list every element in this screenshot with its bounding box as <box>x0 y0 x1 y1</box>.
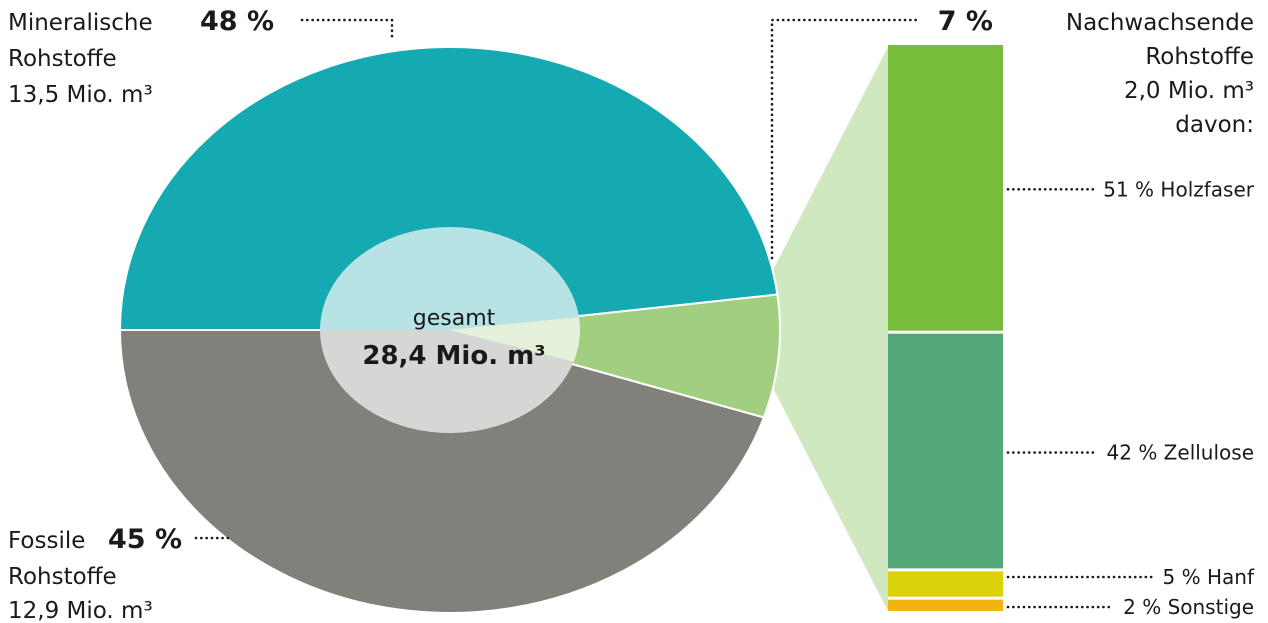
label-renewable-pct: 7 % <box>938 6 993 37</box>
pie-slice-fossil <box>118 329 766 614</box>
label-mineral-name2: Rohstoffe <box>8 46 117 72</box>
bar-segment-zellulose <box>888 333 1003 569</box>
bar-label-sonstige: 2 % Sonstige <box>1123 595 1254 619</box>
label-fossil-name2: Rohstoffe <box>8 564 117 590</box>
label-mineral-amount: 13,5 Mio. m³ <box>8 82 153 108</box>
leader-renewable <box>770 18 920 260</box>
label-mineral-pct: 48 % <box>200 6 274 37</box>
label-fossil-name: Fossile <box>8 528 85 554</box>
bar-segment-hanf <box>888 571 1003 597</box>
leader-mineral <box>300 18 394 42</box>
label-renewable-name: Nachwachsende <box>1066 10 1254 36</box>
inner-slice-mineral <box>320 227 579 330</box>
label-renewable-suffix: davon: <box>1175 112 1254 138</box>
label-fossil-pct: 45 % <box>108 524 182 555</box>
center-value: 28,4 Mio. m³ <box>362 341 545 371</box>
label-fossil-amount: 12,9 Mio. m³ <box>8 598 153 623</box>
pie-slice-mineral <box>118 46 779 331</box>
label-renewable-name2: Rohstoffe <box>1145 44 1254 70</box>
bar-segment-sonstige <box>888 599 1003 611</box>
center-label: gesamt <box>413 306 496 331</box>
label-mineral-name: Mineralische <box>8 10 153 36</box>
bar-label-hanf: 5 % Hanf <box>1163 565 1255 589</box>
inner-slice-renewable <box>450 317 580 362</box>
inner-slice-fossil <box>319 330 574 434</box>
label-renewable-amount: 2,0 Mio. m³ <box>1124 78 1254 104</box>
bar-label-zellulose: 42 % Zellulose <box>1107 441 1254 465</box>
renewable-connector <box>774 47 888 611</box>
bar-segment-holzfaser <box>888 45 1003 331</box>
bar-label-holzfaser: 51 % Holzfaser <box>1103 177 1255 201</box>
